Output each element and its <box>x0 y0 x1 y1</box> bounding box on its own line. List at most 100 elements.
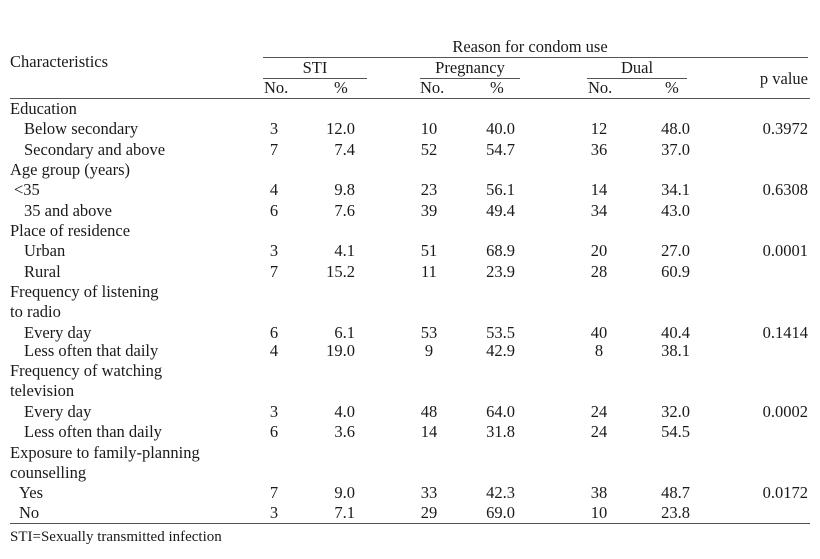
cell-sti-no: 4 <box>269 341 279 360</box>
cell-p: 0.0001 <box>762 241 808 260</box>
cell-preg-pct: 69.0 <box>486 503 515 522</box>
row-label: Urban <box>24 241 66 260</box>
row-heading: Exposure to family-planning <box>10 443 200 462</box>
row-heading: counselling <box>10 463 87 482</box>
cell-sti-no: 3 <box>269 503 279 522</box>
row-label: Below secondary <box>24 119 139 138</box>
group-header-pregnancy: Pregnancy <box>435 58 505 77</box>
cell-p: 0.6308 <box>762 180 808 199</box>
cell-preg-no: 11 <box>421 262 437 281</box>
row-label: Less often that daily <box>24 341 159 360</box>
cell-dual-pct: 48.7 <box>661 483 690 502</box>
cell-preg-no: 33 <box>420 483 438 502</box>
cell-preg-no: 53 <box>420 323 438 342</box>
cell-dual-no: 24 <box>590 422 608 441</box>
cell-dual-pct: 60.9 <box>661 262 690 281</box>
row-heading: television <box>10 381 75 400</box>
cell-sti-no: 7 <box>269 140 279 159</box>
row-heading: Place of residence <box>10 221 131 240</box>
cell-preg-no: 23 <box>420 180 438 199</box>
sti-pct-header: % <box>334 78 348 97</box>
cell-sti-pct: 7.6 <box>334 201 355 220</box>
row-label: No <box>19 503 40 522</box>
cell-dual-no: 12 <box>590 119 608 138</box>
rule-under-header <box>10 98 810 99</box>
cell-dual-pct: 38.1 <box>661 341 690 360</box>
row-heading: to radio <box>10 302 61 321</box>
cell-preg-pct: 49.4 <box>486 201 515 220</box>
cell-dual-pct: 37.0 <box>661 140 690 159</box>
cell-preg-no: 52 <box>420 140 438 159</box>
row-label: Rural <box>24 262 61 281</box>
preg-no-header: No. <box>420 78 445 97</box>
cell-preg-no: 14 <box>420 422 438 441</box>
cell-dual-pct: 48.0 <box>661 119 690 138</box>
cell-sti-pct: 6.1 <box>334 323 355 342</box>
row-heading: Education <box>10 99 77 118</box>
cell-preg-pct: 68.9 <box>486 241 515 260</box>
rule-under-pregnancy <box>420 78 520 79</box>
reason-header: Reason for condom use <box>452 37 608 56</box>
cell-dual-no: 36 <box>590 140 608 159</box>
cell-sti-no: 7 <box>269 262 279 281</box>
cell-dual-pct: 32.0 <box>661 402 690 421</box>
row-heading: Age group (years) <box>10 160 131 179</box>
row-label: Every day <box>24 323 92 342</box>
cell-preg-no: 10 <box>420 119 438 138</box>
cell-sti-pct: 12.0 <box>326 119 355 138</box>
cell-dual-no: 28 <box>590 262 608 281</box>
cell-dual-pct: 23.8 <box>661 503 690 522</box>
cell-sti-pct: 9.8 <box>334 180 355 199</box>
cell-preg-pct: 42.3 <box>486 483 515 502</box>
cell-sti-no: 3 <box>269 241 279 260</box>
cell-dual-no: 14 <box>590 180 608 199</box>
cell-sti-no: 6 <box>269 422 279 441</box>
cell-p: 0.0002 <box>762 402 808 421</box>
row-heading: Frequency of watching <box>10 361 163 380</box>
cell-preg-pct: 56.1 <box>486 180 515 199</box>
cell-preg-no: 48 <box>420 402 438 421</box>
cell-sti-pct: 15.2 <box>326 262 355 281</box>
row-label: Every day <box>24 402 92 421</box>
cell-sti-pct: 7.4 <box>334 140 355 159</box>
cell-preg-no: 51 <box>420 241 438 260</box>
row-label: Secondary and above <box>24 140 166 159</box>
row-heading: Frequency of listening <box>10 282 159 301</box>
cell-dual-no: 8 <box>594 341 604 360</box>
cell-preg-no: 29 <box>420 503 438 522</box>
cell-sti-no: 7 <box>269 483 279 502</box>
characteristics-header: Characteristics <box>10 52 109 71</box>
dual-pct-header: % <box>665 78 679 97</box>
cell-preg-pct: 53.5 <box>486 323 515 342</box>
preg-pct-header: % <box>490 78 504 97</box>
cell-dual-pct: 43.0 <box>661 201 690 220</box>
cell-dual-pct: 40.4 <box>661 323 690 342</box>
rule-under-reason <box>263 57 808 58</box>
cell-sti-no: 3 <box>269 119 279 138</box>
cell-preg-no: 39 <box>420 201 438 220</box>
cell-preg-pct: 40.0 <box>486 119 515 138</box>
row-label: Less often than daily <box>24 422 162 441</box>
row-label: Yes <box>19 483 44 502</box>
group-header-sti: STI <box>302 58 328 77</box>
cell-dual-no: 24 <box>590 402 608 421</box>
cell-sti-no: 4 <box>269 180 279 199</box>
sti-no-header: No. <box>264 78 289 97</box>
cell-dual-pct: 54.5 <box>661 422 690 441</box>
cell-sti-no: 3 <box>269 402 279 421</box>
cell-p: 0.0172 <box>762 483 808 502</box>
cell-p: 0.3972 <box>762 119 808 138</box>
row-label: 35 and above <box>24 201 112 220</box>
cell-preg-pct: 31.8 <box>486 422 515 441</box>
row-label: <35 <box>14 180 40 199</box>
cell-dual-no: 20 <box>590 241 608 260</box>
rule-under-dual <box>587 78 687 79</box>
cell-sti-no: 6 <box>269 323 279 342</box>
dual-no-header: No. <box>588 78 613 97</box>
cell-dual-no: 38 <box>590 483 608 502</box>
cell-sti-pct: 4.1 <box>334 241 355 260</box>
cell-sti-pct: 4.0 <box>334 402 355 421</box>
cell-sti-no: 6 <box>269 201 279 220</box>
cell-preg-pct: 64.0 <box>486 402 515 421</box>
cell-dual-pct: 34.1 <box>661 180 690 199</box>
